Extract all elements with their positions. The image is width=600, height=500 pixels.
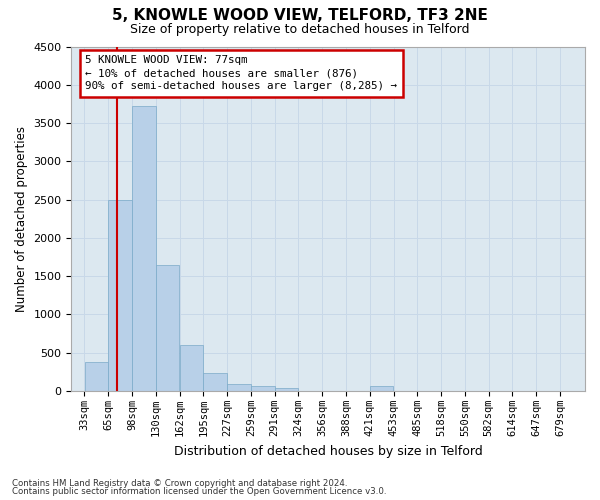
Bar [251,386,275,391]
Bar [109,200,132,391]
Bar [180,345,203,391]
Text: Contains HM Land Registry data © Crown copyright and database right 2024.: Contains HM Land Registry data © Crown c… [12,478,347,488]
Text: Contains public sector information licensed under the Open Government Licence v3: Contains public sector information licen… [12,487,386,496]
Bar [370,386,394,391]
X-axis label: Distribution of detached houses by size in Telford: Distribution of detached houses by size … [174,444,482,458]
Bar [275,388,298,391]
Bar [227,384,251,391]
Text: 5 KNOWLE WOOD VIEW: 77sqm
← 10% of detached houses are smaller (876)
90% of semi: 5 KNOWLE WOOD VIEW: 77sqm ← 10% of detac… [85,55,397,92]
Bar [132,106,155,391]
Bar [156,266,179,391]
Bar [85,362,108,391]
Y-axis label: Number of detached properties: Number of detached properties [15,126,28,312]
Text: 5, KNOWLE WOOD VIEW, TELFORD, TF3 2NE: 5, KNOWLE WOOD VIEW, TELFORD, TF3 2NE [112,8,488,22]
Bar [203,372,227,391]
Text: Size of property relative to detached houses in Telford: Size of property relative to detached ho… [130,22,470,36]
